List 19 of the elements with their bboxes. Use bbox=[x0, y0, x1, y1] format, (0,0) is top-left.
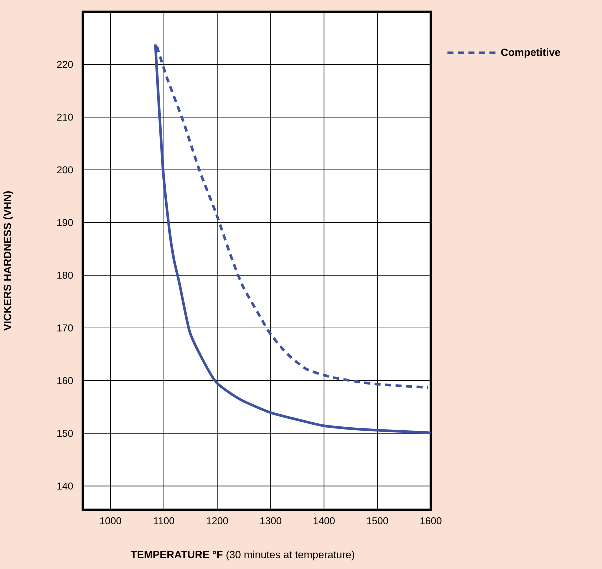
y-tick-label: 210 bbox=[57, 114, 74, 121]
x-axis-title: TEMPERATURE °F (30 minutes at temperature) bbox=[130, 550, 354, 561]
x-tick-label: 1400 bbox=[314, 518, 335, 525]
x-tick-label: 1600 bbox=[420, 518, 442, 525]
y-tick-label: 190 bbox=[58, 219, 74, 226]
y-tick-label: 140 bbox=[58, 482, 74, 490]
y-tick-label: 200 bbox=[57, 166, 74, 174]
y-tick-label: 150 bbox=[58, 430, 74, 438]
y-tick-label: 180 bbox=[58, 272, 74, 280]
x-tick-label: 1100 bbox=[154, 518, 174, 525]
x-tick-label: 1200 bbox=[207, 518, 228, 525]
legend-label: Competitive bbox=[501, 48, 560, 58]
y-tick-label: 160 bbox=[58, 377, 74, 384]
x-tick-label: 1500 bbox=[367, 518, 388, 525]
y-axis-title: VICKERS HARDNESS (VHN) bbox=[4, 192, 14, 331]
y-tick-label: 220 bbox=[57, 61, 74, 68]
x-tick-label: 1300 bbox=[260, 518, 282, 525]
x-tick-label: 1000 bbox=[100, 518, 122, 525]
y-tick-label: 170 bbox=[58, 324, 74, 332]
